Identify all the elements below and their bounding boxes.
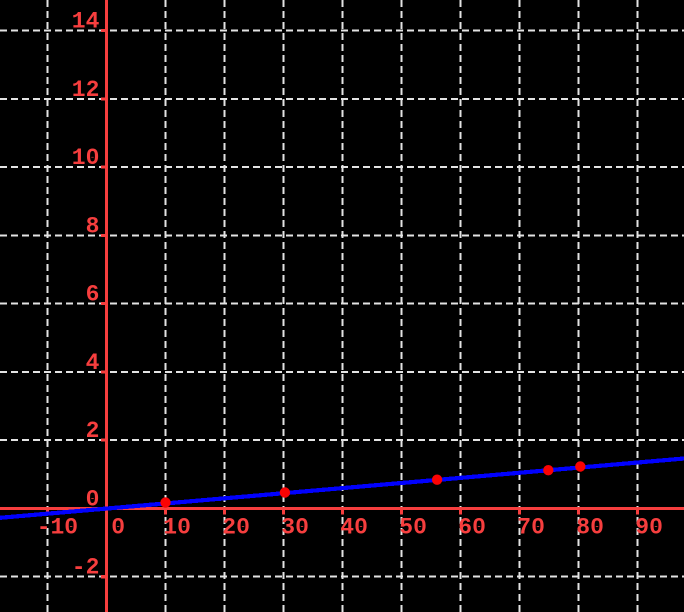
svg-text:50: 50 — [399, 514, 427, 540]
svg-text:2: 2 — [86, 418, 100, 444]
svg-text:90: 90 — [635, 514, 663, 540]
svg-text:4: 4 — [86, 350, 100, 376]
svg-text:60: 60 — [458, 514, 486, 540]
svg-text:10: 10 — [163, 514, 191, 540]
svg-text:-10: -10 — [37, 514, 78, 540]
svg-text:40: 40 — [340, 514, 368, 540]
svg-text:10: 10 — [72, 145, 100, 171]
svg-text:14: 14 — [72, 9, 100, 35]
svg-text:0: 0 — [111, 514, 125, 540]
svg-text:-2: -2 — [72, 555, 100, 581]
svg-text:6: 6 — [86, 282, 100, 308]
svg-text:70: 70 — [517, 514, 545, 540]
svg-text:20: 20 — [222, 514, 250, 540]
svg-text:0: 0 — [86, 486, 100, 512]
svg-text:8: 8 — [86, 213, 100, 239]
svg-text:12: 12 — [72, 77, 100, 103]
svg-text:30: 30 — [281, 514, 309, 540]
svg-text:80: 80 — [576, 514, 604, 540]
